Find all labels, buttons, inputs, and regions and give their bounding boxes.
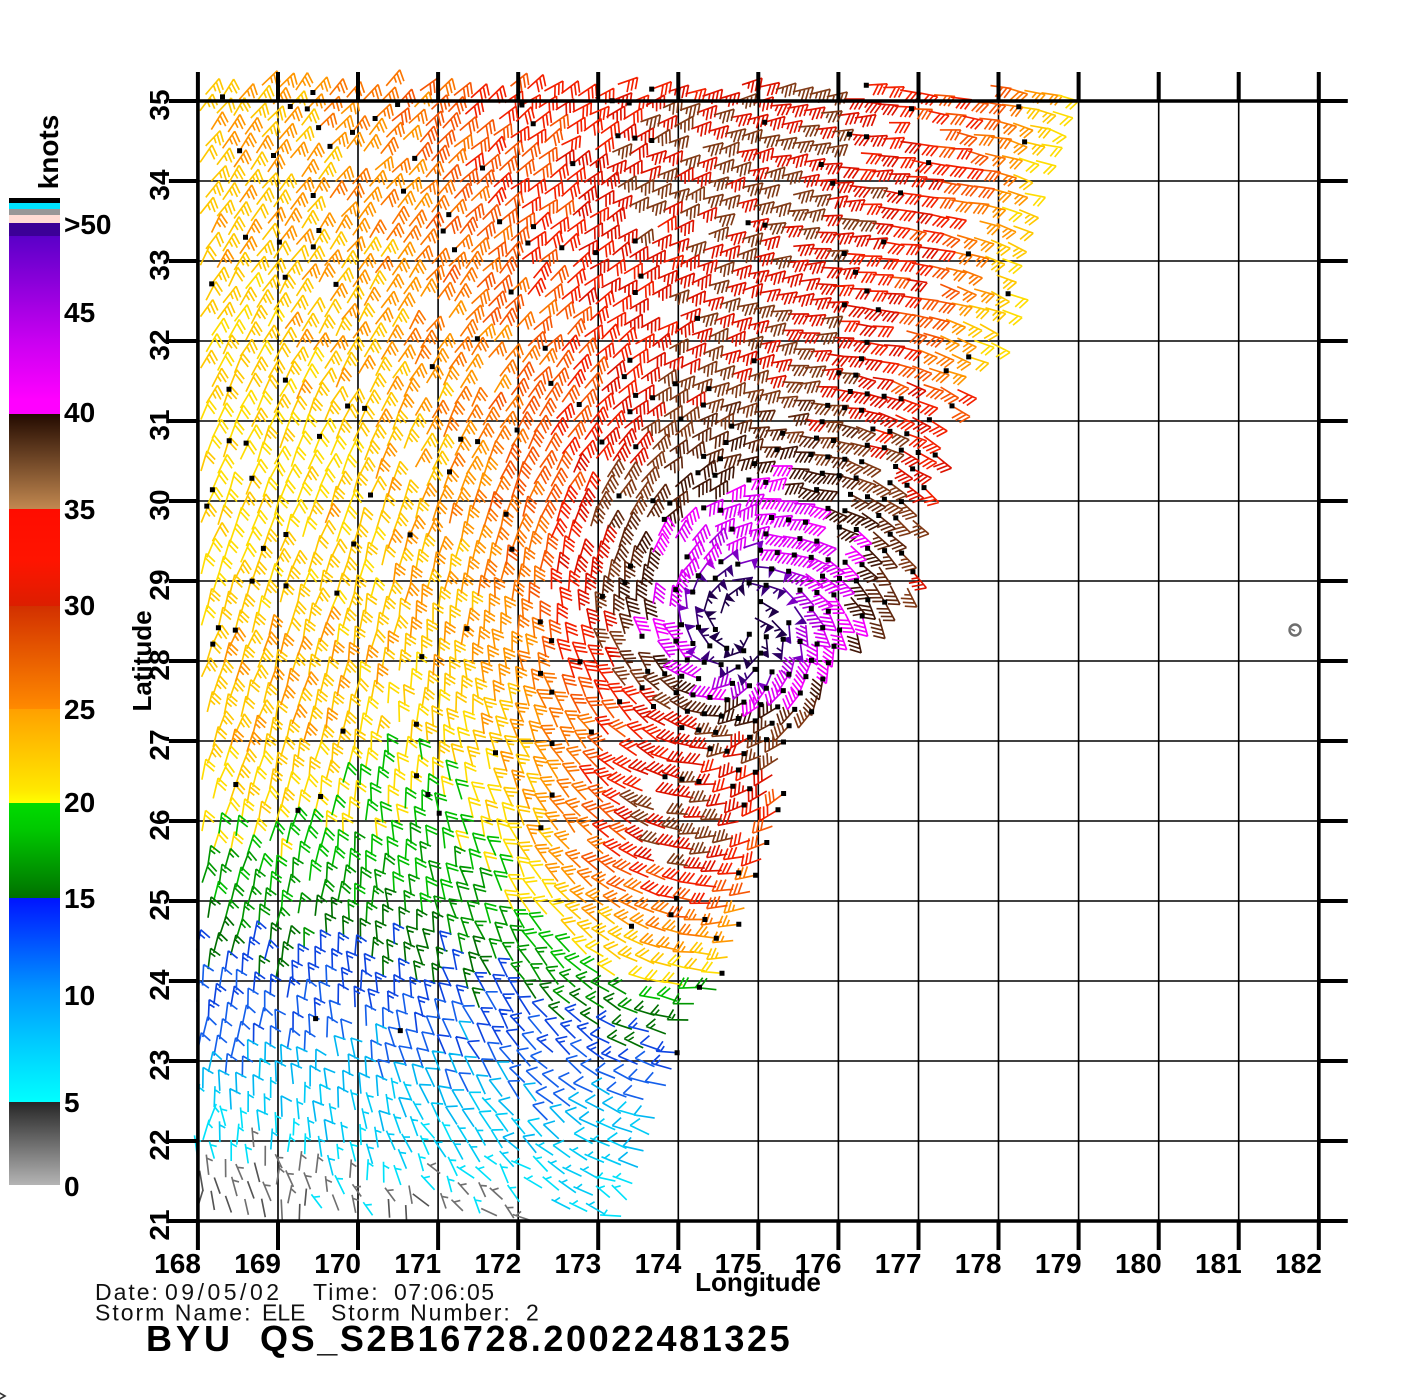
svg-text:33: 33 bbox=[144, 249, 175, 280]
svg-text:45: 45 bbox=[64, 297, 95, 328]
svg-text:179: 179 bbox=[1035, 1248, 1082, 1279]
svg-text:07:06:05: 07:06:05 bbox=[394, 1279, 496, 1305]
svg-text:178: 178 bbox=[955, 1248, 1002, 1279]
svg-text:15: 15 bbox=[64, 883, 95, 914]
svg-text:182: 182 bbox=[1275, 1248, 1322, 1279]
svg-text:23: 23 bbox=[144, 1049, 175, 1080]
svg-text:181: 181 bbox=[1195, 1248, 1242, 1279]
svg-text:2: 2 bbox=[526, 1300, 541, 1326]
svg-text:QS_S2B16728.20022481325: QS_S2B16728.20022481325 bbox=[260, 1318, 792, 1359]
svg-text:30: 30 bbox=[64, 590, 95, 621]
svg-text:180: 180 bbox=[1115, 1248, 1162, 1279]
svg-text:Storm Name:: Storm Name: bbox=[95, 1300, 252, 1326]
svg-text:40: 40 bbox=[64, 397, 95, 428]
svg-text:22: 22 bbox=[144, 1129, 175, 1160]
svg-text:172: 172 bbox=[474, 1248, 521, 1279]
svg-text:34: 34 bbox=[144, 169, 175, 201]
svg-text:ELE: ELE bbox=[262, 1300, 305, 1326]
svg-text:10: 10 bbox=[64, 980, 95, 1011]
svg-text:171: 171 bbox=[394, 1248, 441, 1279]
svg-text:24: 24 bbox=[144, 969, 175, 1001]
svg-text:35: 35 bbox=[64, 494, 95, 525]
svg-text:Latitude: Latitude bbox=[127, 610, 157, 711]
svg-text:176: 176 bbox=[795, 1248, 842, 1279]
svg-text:168: 168 bbox=[154, 1248, 201, 1279]
svg-text:170: 170 bbox=[314, 1248, 361, 1279]
svg-text:32: 32 bbox=[144, 329, 175, 360]
svg-text:21: 21 bbox=[144, 1209, 175, 1240]
svg-text:30: 30 bbox=[144, 489, 175, 520]
svg-text:Date:: Date: bbox=[95, 1279, 160, 1305]
svg-text:Longitude: Longitude bbox=[695, 1267, 821, 1297]
svg-text:5: 5 bbox=[64, 1087, 80, 1118]
svg-text:0: 0 bbox=[64, 1171, 80, 1202]
svg-text:>50: >50 bbox=[64, 209, 112, 240]
svg-text:09/05/02: 09/05/02 bbox=[165, 1279, 283, 1305]
svg-text:29: 29 bbox=[144, 569, 175, 600]
svg-text:35: 35 bbox=[144, 89, 175, 120]
svg-text:174: 174 bbox=[635, 1248, 682, 1279]
svg-text:Storm Number:: Storm Number: bbox=[331, 1300, 512, 1326]
svg-text:27: 27 bbox=[144, 729, 175, 760]
svg-text:28: 28 bbox=[144, 649, 175, 680]
svg-text:175: 175 bbox=[715, 1248, 762, 1279]
svg-text:173: 173 bbox=[554, 1248, 601, 1279]
svg-text:Time:: Time: bbox=[313, 1279, 380, 1305]
svg-text:26: 26 bbox=[144, 809, 175, 840]
svg-text:25: 25 bbox=[144, 889, 175, 920]
svg-text:25: 25 bbox=[64, 694, 95, 725]
svg-text:20: 20 bbox=[64, 787, 95, 818]
svg-text:31: 31 bbox=[144, 409, 175, 440]
svg-text:knots: knots bbox=[33, 115, 64, 190]
svg-text:177: 177 bbox=[875, 1248, 922, 1279]
svg-text:169: 169 bbox=[234, 1248, 281, 1279]
svg-text:BYU: BYU bbox=[146, 1318, 234, 1359]
